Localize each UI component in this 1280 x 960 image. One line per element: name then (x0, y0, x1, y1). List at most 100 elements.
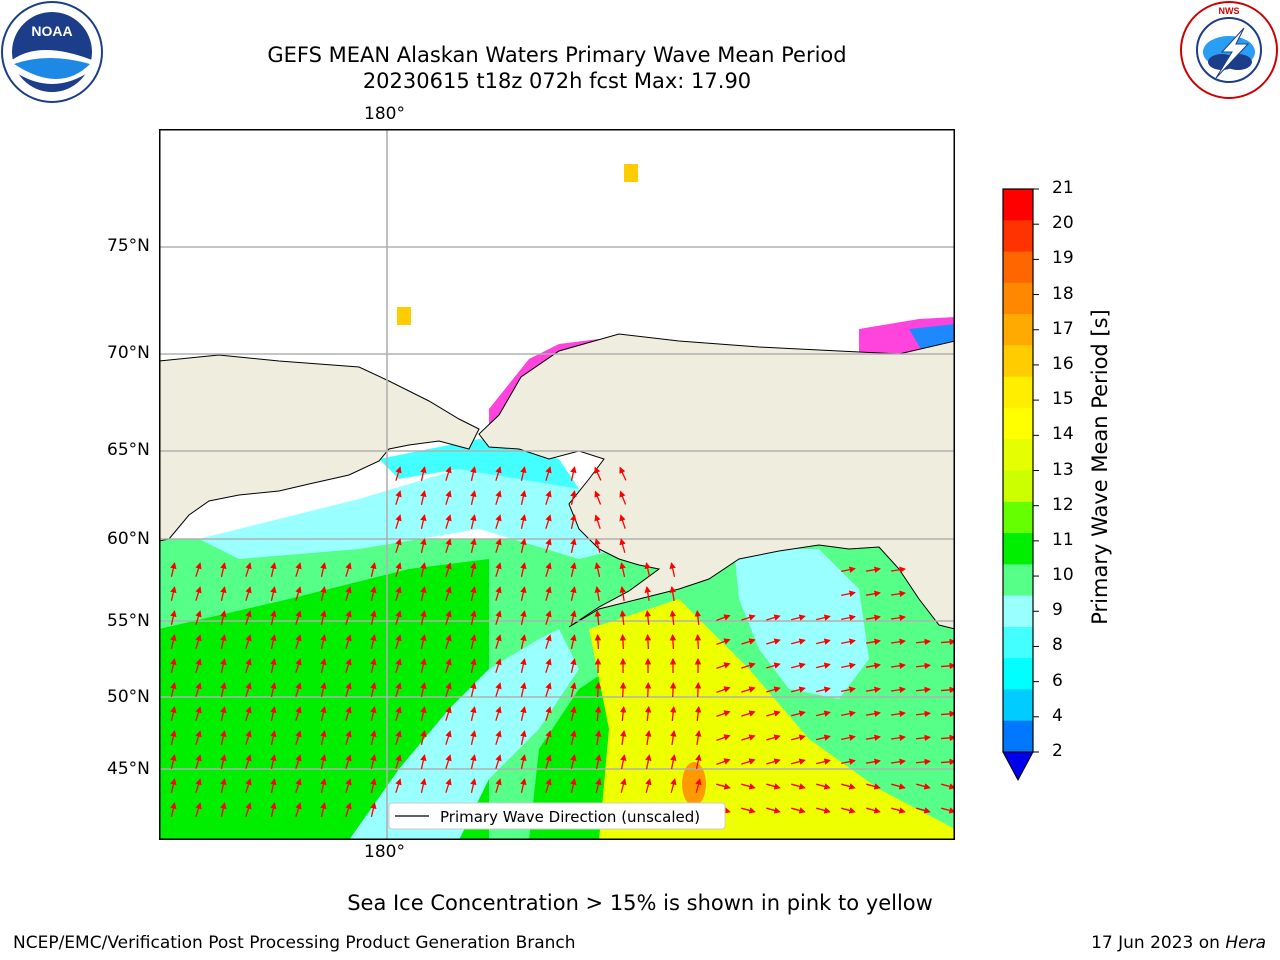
wave-direction-arrow (644, 681, 652, 698)
wave-direction-arrow (766, 614, 781, 621)
wave-direction-arrow (620, 754, 627, 769)
colorbar-segment (1003, 470, 1033, 503)
wave-direction-arrow (320, 682, 327, 697)
wave-direction-arrow (370, 682, 377, 697)
wave-direction-arrow (370, 586, 377, 601)
wave-direction-arrow (245, 778, 252, 793)
wave-direction-arrow (890, 638, 907, 645)
wave-direction-arrow (520, 658, 527, 673)
wave-direction-arrow (695, 730, 702, 746)
wave-direction-arrow (270, 730, 277, 745)
wave-direction-arrow (545, 754, 552, 769)
wave-direction-arrow (520, 610, 527, 625)
wave-direction-arrow (570, 778, 577, 793)
wave-direction-arrow (619, 586, 626, 602)
wave-direction-arrow (890, 662, 907, 669)
wave-direction-arrow (520, 538, 527, 553)
wave-direction-arrow (866, 783, 881, 790)
wave-direction-arrow (420, 610, 427, 625)
colorbar (1002, 188, 1039, 782)
wave-direction-arrow (495, 778, 502, 793)
wave-direction-arrow (619, 514, 626, 529)
wave-direction-arrow (741, 710, 756, 717)
wave-direction-arrow (816, 662, 831, 669)
wave-direction-arrow (470, 634, 477, 649)
colorbar-segment (1003, 439, 1033, 471)
wave-direction-arrow (220, 682, 227, 697)
wave-direction-arrow (295, 610, 302, 625)
colorbar-tick-label: 19 (1052, 248, 1074, 269)
wave-direction-arrow (841, 758, 856, 765)
wave-direction-arrow (766, 686, 781, 693)
wave-direction-arrow (470, 658, 477, 673)
wave-direction-arrow (370, 658, 377, 673)
wave-direction-arrow (195, 610, 202, 625)
wave-direction-arrow (620, 778, 627, 793)
wave-direction-arrow (170, 658, 177, 673)
wave-direction-arrow (915, 734, 932, 742)
wave-direction-arrow (619, 681, 627, 698)
wave-direction-arrow (841, 638, 856, 645)
wave-direction-arrow (245, 634, 252, 649)
wave-direction-arrow (345, 562, 352, 577)
colorbar-segment (1003, 595, 1033, 628)
wave-direction-arrow (295, 634, 302, 649)
wave-direction-arrow (420, 538, 427, 553)
nws-logo: NWS (1180, 1, 1278, 99)
lat-label-65: 65°N (107, 440, 150, 460)
wave-direction-arrow (420, 490, 427, 505)
wave-direction-arrow (841, 686, 856, 693)
wave-direction-arrow (594, 609, 602, 626)
period-14-east (589, 599, 955, 840)
colorbar-tick-label: 17 (1052, 318, 1074, 339)
wave-direction-arrow (915, 638, 932, 646)
wave-direction-arrow (395, 634, 402, 649)
wave-direction-arrow (841, 614, 856, 621)
wave-direction-arrow (595, 730, 602, 746)
colorbar-tick-label: 14 (1052, 424, 1074, 445)
wave-direction-arrow (220, 658, 227, 673)
wave-direction-arrow (170, 706, 177, 721)
wave-direction-arrow (791, 638, 806, 645)
wave-direction-arrow (245, 610, 252, 625)
wave-direction-arrow (545, 562, 552, 577)
wave-direction-arrow (220, 586, 227, 601)
legend-label: Primary Wave Direction (unscaled) (440, 808, 700, 826)
wave-direction-arrow (570, 682, 577, 697)
colorbar-tick-label: 4 (1052, 705, 1063, 726)
wave-direction-arrow (370, 730, 377, 745)
wave-direction-arrow (645, 730, 652, 746)
wave-direction-arrow (445, 706, 452, 721)
wave-direction-arrow (195, 586, 202, 601)
wave-direction-arrow (295, 778, 302, 793)
footer-host: Hera (1225, 933, 1266, 953)
lat-label-45: 45°N (107, 759, 150, 779)
wave-direction-arrow (644, 562, 651, 577)
wave-direction-arrow (890, 686, 907, 693)
wave-direction-arrow (644, 586, 651, 602)
wave-direction-arrow (669, 562, 676, 577)
wave-direction-arrow (470, 706, 477, 721)
wave-direction-arrow (816, 758, 831, 765)
wave-direction-arrow (370, 778, 377, 793)
title-line-1: GEFS MEAN Alaskan Waters Primary Wave Me… (267, 43, 847, 67)
wave-direction-arrow (841, 710, 856, 717)
footer-credit: NCEP/EMC/Verification Post Processing Pr… (13, 933, 576, 953)
wave-direction-arrow (695, 778, 702, 793)
colorbar-segment (1003, 282, 1033, 315)
wave-direction-arrow (470, 466, 477, 481)
wave-direction-arrow (245, 754, 252, 769)
wave-direction-arrow (694, 609, 702, 626)
wave-direction-arrow (345, 682, 352, 697)
wave-direction-arrow (644, 705, 652, 722)
wave-direction-arrow (395, 490, 402, 505)
wave-direction-arrow (595, 778, 602, 793)
wave-direction-arrow (295, 706, 302, 721)
wave-direction-arrow (694, 681, 702, 698)
wave-direction-arrow (865, 566, 881, 573)
wave-direction-arrow (545, 730, 552, 745)
noaa-logo-text: NOAA (31, 23, 72, 39)
wave-direction-arrow (570, 658, 577, 673)
wave-direction-arrow (816, 734, 831, 741)
wave-direction-arrow (669, 633, 677, 650)
